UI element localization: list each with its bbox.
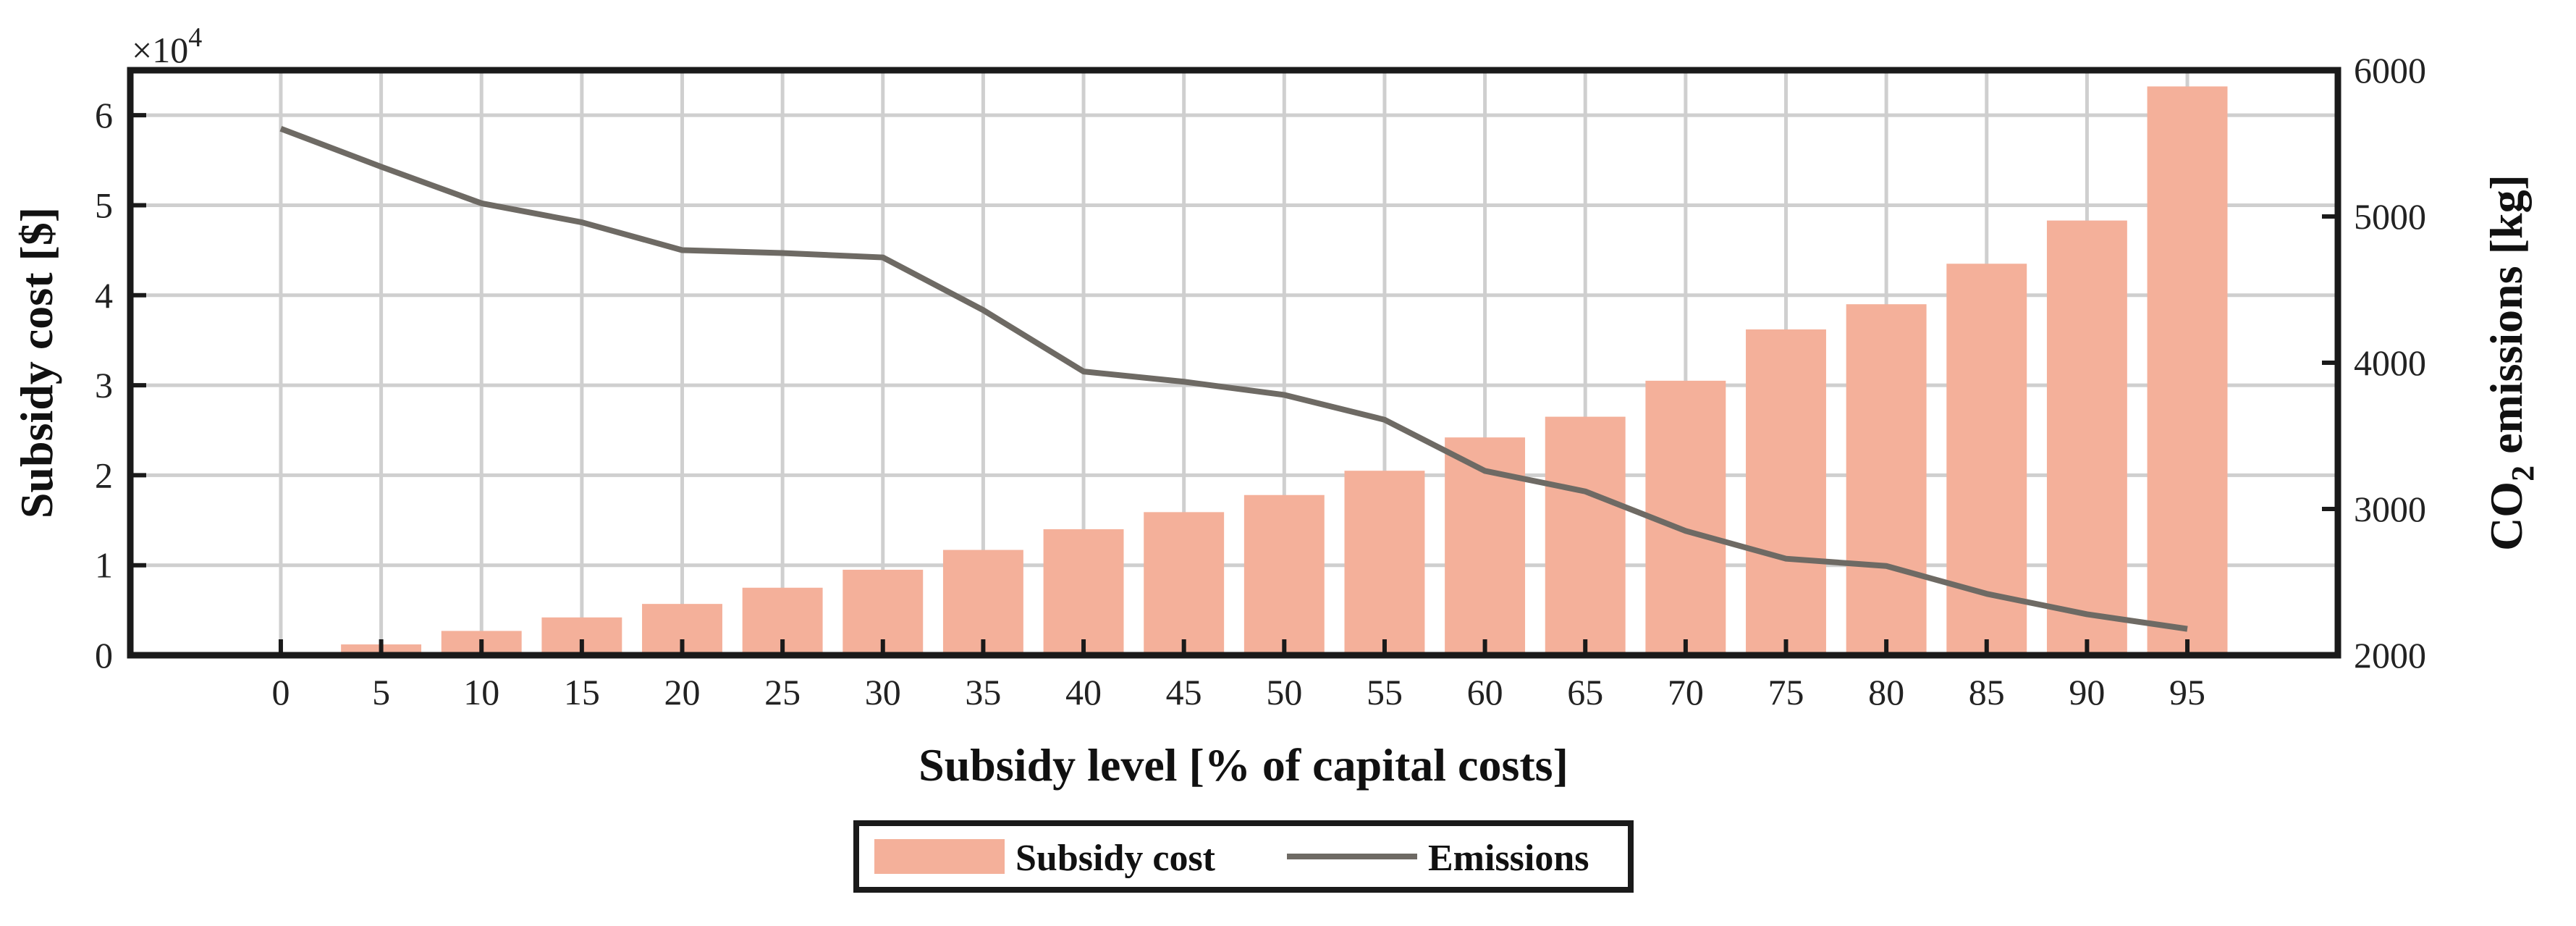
y-axis-right-title: CO2 emissions [kg] xyxy=(2480,174,2541,551)
y-axis-right-title-prefix: CO xyxy=(2480,481,2532,551)
left-tick-label: 2 xyxy=(95,455,113,495)
left-axis-exponent-power: 4 xyxy=(188,22,202,53)
left-tick-label: 3 xyxy=(95,365,113,405)
x-tick-label: 85 xyxy=(1969,672,2005,712)
bar-subsidy-cost-90 xyxy=(2046,220,2127,655)
left-tick-label: 4 xyxy=(95,275,113,316)
left-axis-exponent: ×104 xyxy=(132,22,202,70)
left-tick-label: 0 xyxy=(95,635,113,675)
x-tick-label: 45 xyxy=(1166,672,1202,712)
legend-label-subsidy-cost: Subsidy cost xyxy=(1015,838,1216,879)
x-axis-ticks: 0 5 10 15 20 25 30 35 40 45 50 55 60 65 70 75 80 85 90 95 xyxy=(271,639,2205,712)
x-tick-label: 5 xyxy=(372,672,390,712)
x-tick-label: 50 xyxy=(1266,672,1302,712)
right-tick-label: 2000 xyxy=(2354,635,2426,675)
x-tick-label: 30 xyxy=(865,672,901,712)
legend-swatch-subsidy-cost xyxy=(874,839,1005,874)
legend-label-emissions: Emissions xyxy=(1428,838,1589,879)
right-tick-label: 6000 xyxy=(2354,50,2426,91)
right-tick-label: 5000 xyxy=(2354,196,2426,237)
bar-subsidy-cost-55 xyxy=(1344,471,1425,655)
x-axis-title: Subsidy level [% of capital costs] xyxy=(919,739,1568,791)
x-tick-label: 25 xyxy=(764,672,801,712)
x-tick-label: 60 xyxy=(1467,672,1503,712)
bar-series xyxy=(341,86,2228,656)
bar-subsidy-cost-50 xyxy=(1243,494,1325,655)
left-tick-label: 5 xyxy=(95,185,113,225)
x-tick-label: 55 xyxy=(1367,672,1403,712)
x-tick-label: 20 xyxy=(664,672,701,712)
x-tick-label: 90 xyxy=(2069,672,2105,712)
x-tick-label: 75 xyxy=(1768,672,1804,712)
plot-frame xyxy=(127,67,2341,659)
emissions-line xyxy=(279,126,2188,632)
y-axis-right-title-subscript: 2 xyxy=(2505,466,2541,481)
left-axis-exponent-base: ×10 xyxy=(132,30,188,70)
x-tick-label: 95 xyxy=(2169,672,2205,712)
x-tick-label: 15 xyxy=(564,672,600,712)
bar-subsidy-cost-75 xyxy=(1746,329,1826,655)
y-axis-right-title-suffix: emissions [kg] xyxy=(2480,174,2532,466)
x-tick-label: 35 xyxy=(965,672,1001,712)
bar-subsidy-cost-95 xyxy=(2147,86,2228,656)
right-tick-label: 4000 xyxy=(2354,342,2426,383)
bar-subsidy-cost-45 xyxy=(1144,512,1225,655)
x-tick-label: 40 xyxy=(1065,672,1102,712)
bar-subsidy-cost-80 xyxy=(1846,304,1927,655)
right-tick-label: 3000 xyxy=(2354,489,2426,529)
legend: Subsidy cost Emissions xyxy=(853,820,1634,893)
left-tick-label: 6 xyxy=(95,95,113,135)
bar-subsidy-cost-35 xyxy=(942,550,1023,655)
x-tick-label: 10 xyxy=(463,672,499,712)
bar-subsidy-cost-40 xyxy=(1043,529,1124,655)
y-axis-left-title: Subsidy cost [$] xyxy=(11,207,62,518)
x-tick-label: 80 xyxy=(1868,672,1904,712)
x-tick-label: 70 xyxy=(1668,672,1704,712)
x-tick-label: 0 xyxy=(271,672,290,712)
bar-subsidy-cost-65 xyxy=(1545,416,1626,655)
left-tick-label: 1 xyxy=(95,545,113,586)
x-tick-label: 65 xyxy=(1567,672,1603,712)
bar-subsidy-cost-85 xyxy=(1946,264,2027,655)
